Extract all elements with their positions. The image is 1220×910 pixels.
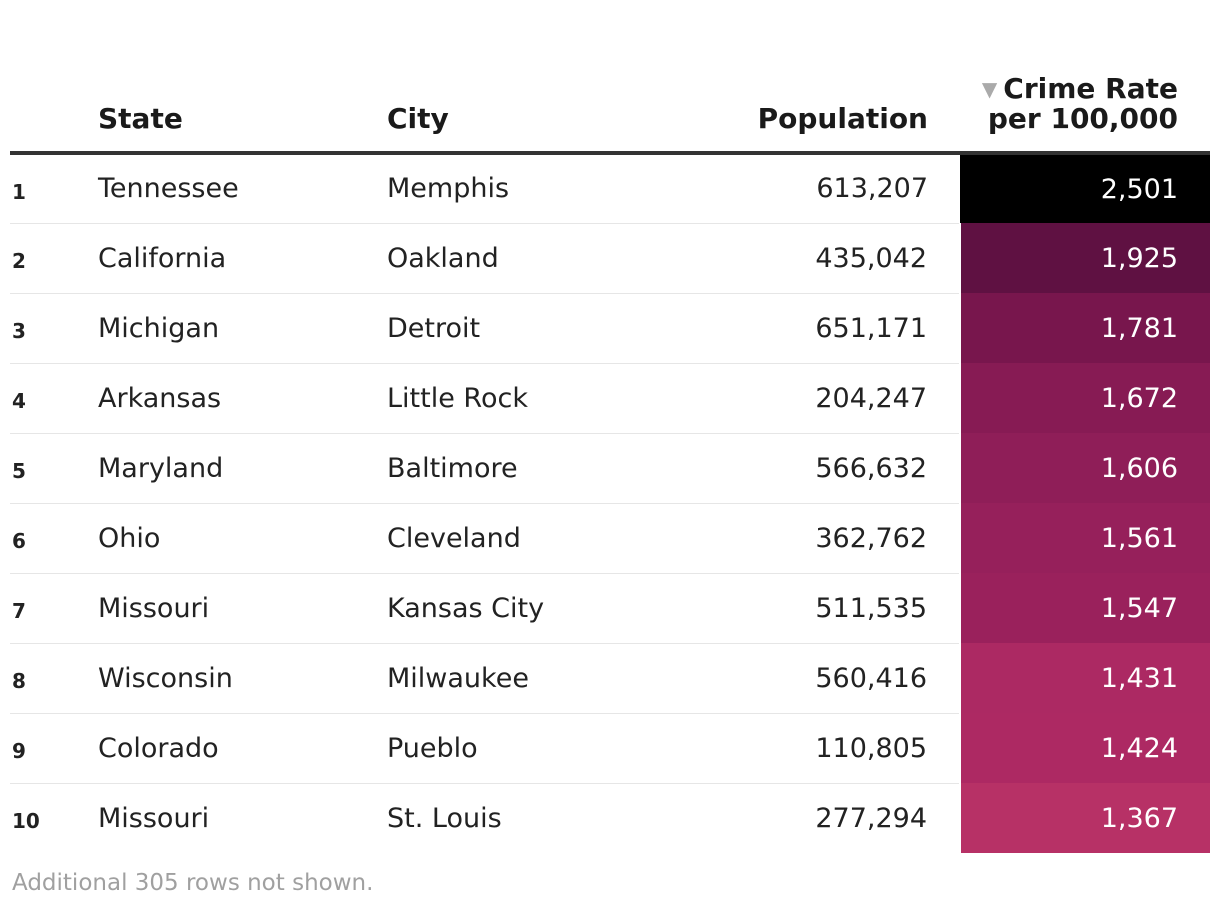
table-row: 8 Wisconsin Milwaukee 560,416 1,431 bbox=[10, 643, 1210, 714]
city-cell: St. Louis bbox=[387, 802, 502, 834]
state-header[interactable]: State bbox=[98, 0, 387, 155]
city-cell: Pueblo bbox=[387, 713, 637, 784]
city-cell: Little Rock bbox=[387, 363, 637, 434]
rank-cell: 4 bbox=[10, 363, 98, 434]
rate-cell: 1,367 bbox=[959, 783, 1210, 853]
state-cell: Missouri bbox=[98, 573, 387, 644]
rate-cell: 1,781 bbox=[959, 293, 1210, 363]
rate-cell: 1,561 bbox=[959, 503, 1210, 573]
city-cell: Oakland bbox=[387, 223, 637, 294]
rate-cell: 1,606 bbox=[959, 433, 1210, 503]
population-cell: 651,171 bbox=[637, 293, 960, 364]
table-row: 3 Michigan Detroit 651,171 1,781 bbox=[10, 293, 1210, 364]
rank-header bbox=[10, 0, 98, 155]
state-cell: Wisconsin bbox=[98, 643, 387, 714]
table-row: 4 Arkansas Little Rock 204,247 1,672 bbox=[10, 363, 1210, 434]
state-cell: Missouri bbox=[98, 802, 210, 834]
rank-cell: 9 bbox=[10, 713, 98, 784]
table-row: 5 Maryland Baltimore 566,632 1,606 bbox=[10, 433, 1210, 504]
state-cell: Ohio bbox=[98, 503, 387, 574]
table-row: 1 Tennessee Memphis 613,207 2,501 bbox=[10, 153, 1210, 224]
state-cell: Colorado bbox=[98, 713, 387, 784]
rank-cell: 6 bbox=[10, 503, 98, 574]
rate-cell: 1,547 bbox=[959, 573, 1210, 643]
population-cell: 560,416 bbox=[637, 643, 960, 714]
rank-cell: 7 bbox=[10, 573, 98, 644]
table-container: State City Population ▼ Crime Rate per 10… bbox=[10, 0, 1210, 853]
rate-cell: 1,672 bbox=[959, 363, 1210, 433]
sort-descending-icon: ▼ bbox=[981, 77, 998, 101]
rate-cell: 1,925 bbox=[959, 223, 1210, 293]
rank-cell: 1 bbox=[10, 153, 98, 224]
state-cell: Maryland bbox=[98, 433, 387, 504]
population-cell: 277,294 bbox=[815, 802, 927, 834]
rank-cell: 5 bbox=[10, 433, 98, 504]
table-row: 2 California Oakland 435,042 1,925 bbox=[10, 223, 1210, 294]
population-cell: 511,535 bbox=[637, 573, 960, 644]
city-cell: Cleveland bbox=[387, 503, 637, 574]
population-cell: 613,207 bbox=[637, 153, 960, 224]
rate-cell: 2,501 bbox=[960, 153, 1210, 223]
population-cell: 435,042 bbox=[637, 223, 960, 294]
rate-cell: 1,431 bbox=[959, 643, 1210, 713]
population-cell: 110,805 bbox=[637, 713, 960, 784]
state-cell: Arkansas bbox=[98, 363, 387, 434]
city-cell: Baltimore bbox=[387, 433, 637, 504]
city-cell: Kansas City bbox=[387, 573, 637, 644]
rate-header-label: Crime Rate per 100,000 bbox=[987, 72, 1178, 135]
state-cell: Tennessee bbox=[98, 153, 387, 224]
rank-cell: 3 bbox=[10, 293, 98, 364]
city-cell: Detroit bbox=[387, 293, 637, 364]
state-cell: Michigan bbox=[98, 293, 387, 364]
crime-table: State City Population ▼ Crime Rate per 10… bbox=[10, 0, 1210, 853]
table-row: 9 Colorado Pueblo 110,805 1,424 bbox=[10, 713, 1210, 784]
header-row: State City Population ▼ Crime Rate per 10… bbox=[10, 0, 1210, 155]
city-cell: Milwaukee bbox=[387, 643, 637, 714]
population-cell: 362,762 bbox=[637, 503, 960, 574]
population-cell: 566,632 bbox=[637, 433, 960, 504]
city-header[interactable]: City bbox=[387, 0, 637, 155]
rate-header[interactable]: ▼ Crime Rate per 100,000 bbox=[960, 0, 1210, 155]
rate-cell: 1,424 bbox=[959, 713, 1210, 783]
table-row: 10 Missouri St. Louis 277,294 1,367 bbox=[10, 783, 1210, 853]
rank-cell: 2 bbox=[10, 223, 98, 294]
rank-cell: 10 bbox=[12, 809, 40, 834]
table-row: 6 Ohio Cleveland 362,762 1,561 bbox=[10, 503, 1210, 574]
state-cell: California bbox=[98, 223, 387, 294]
population-header[interactable]: Population bbox=[637, 0, 960, 155]
table-row: 7 Missouri Kansas City 511,535 1,547 bbox=[10, 573, 1210, 644]
footnote: Additional 305 rows not shown. bbox=[12, 870, 374, 896]
rank-cell: 8 bbox=[10, 643, 98, 714]
population-cell: 204,247 bbox=[637, 363, 960, 434]
city-cell: Memphis bbox=[387, 153, 637, 224]
